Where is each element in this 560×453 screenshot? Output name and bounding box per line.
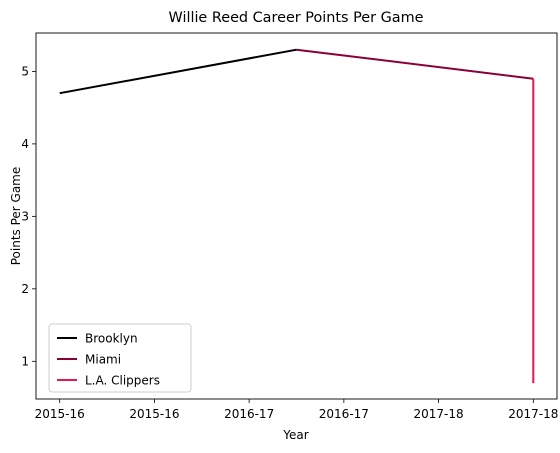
y-tick-label: 5 — [21, 65, 29, 79]
legend: Brooklyn Miami L.A. Clippers — [49, 324, 191, 392]
x-tick-label: 2016-17 — [224, 407, 274, 421]
x-tick-label: 2016-17 — [319, 407, 369, 421]
chart-title: Willie Reed Career Points Per Game — [169, 10, 424, 26]
y-tick-label: 4 — [21, 137, 29, 151]
x-tick-label: 2015-16 — [129, 407, 179, 421]
x-tick-label: 2015-16 — [35, 407, 85, 421]
legend-label: Miami — [85, 352, 121, 366]
y-axis-label: Points Per Game — [9, 167, 23, 266]
x-tick-label: 2017-18 — [414, 407, 464, 421]
y-tick-label: 2 — [21, 282, 29, 296]
x-tick-label: 2017-18 — [508, 407, 558, 421]
legend-label: Brooklyn — [85, 331, 138, 345]
legend-label: L.A. Clippers — [85, 373, 160, 387]
y-tick-label: 1 — [21, 355, 29, 369]
x-axis-label: Year — [282, 428, 308, 442]
